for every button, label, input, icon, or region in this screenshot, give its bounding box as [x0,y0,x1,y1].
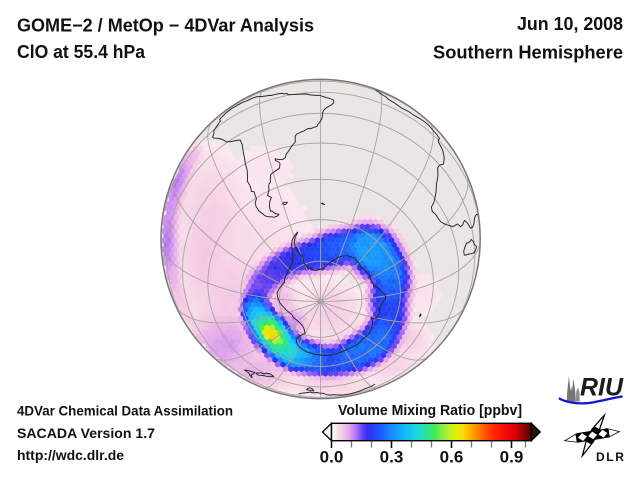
svg-text:Jun 10, 2008: Jun 10, 2008 [517,14,623,34]
svg-text:DLR: DLR [596,450,625,464]
svg-text:4DVar Chemical Data Assimilati: 4DVar Chemical Data Assimilation [17,404,233,419]
svg-text:ClO at 55.4 hPa: ClO at 55.4 hPa [17,42,146,62]
svg-text:Volume Mixing Ratio [ppbv]: Volume Mixing Ratio [ppbv] [338,403,522,419]
svg-text:0.0: 0.0 [320,448,344,467]
svg-text:http://wdc.dlr.de: http://wdc.dlr.de [17,448,125,463]
svg-text:RIU: RIU [580,374,624,402]
svg-text:0.9: 0.9 [500,448,524,467]
svg-text:0.3: 0.3 [380,448,404,467]
svg-text:SACADA Version 1.7: SACADA Version 1.7 [17,426,155,441]
svg-text:0.6: 0.6 [440,448,464,467]
svg-text:Southern Hemisphere: Southern Hemisphere [433,43,623,63]
svg-text:GOME−2 / MetOp − 4DVar Analysi: GOME−2 / MetOp − 4DVar Analysis [17,16,314,36]
